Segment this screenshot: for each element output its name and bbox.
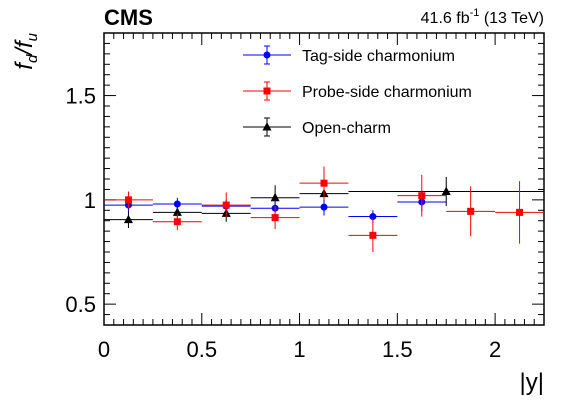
data-point <box>123 214 133 224</box>
x-tick-label: 1 <box>293 337 305 362</box>
data-point <box>516 208 524 216</box>
x-tick-label: 1.5 <box>382 337 413 362</box>
data-point <box>173 200 181 208</box>
legend-entry: Tag-side charmonium <box>243 45 455 65</box>
data-point <box>441 186 451 196</box>
data-point <box>172 207 182 216</box>
legend-label: Open-charm <box>302 120 391 137</box>
data-point <box>124 196 132 204</box>
axis-ticks: 0 0.5 1 1.5 20.511.5 <box>65 32 545 362</box>
data-point <box>320 179 328 187</box>
data-point <box>270 192 280 202</box>
y-axis-title: fd/fu <box>11 32 41 69</box>
data-point <box>320 203 328 211</box>
series-layer <box>104 166 544 252</box>
x-tick-label: 2 <box>489 337 501 362</box>
luminosity-label: 41.6 fb-1 (13 TeV) <box>421 7 544 27</box>
y-tick-label: 0.5 <box>65 292 96 317</box>
data-point <box>369 213 377 221</box>
data-point <box>369 231 377 239</box>
data-point <box>418 192 426 200</box>
data-point <box>222 201 230 209</box>
x-tick-label: 0.5 <box>186 337 217 362</box>
data-point <box>467 207 475 215</box>
x-tick-label: 0 <box>98 337 110 362</box>
legend-label: Tag-side charmonium <box>302 48 455 65</box>
legend-label: Probe-side charmonium <box>302 84 472 101</box>
legend: Tag-side charmonium Probe-side charmonium… <box>243 45 472 137</box>
data-point <box>271 214 279 222</box>
x-axis-title: |y| <box>520 369 544 396</box>
data-point <box>173 218 181 226</box>
legend-entry: Open-charm <box>243 117 391 137</box>
legend-entry: Probe-side charmonium <box>243 81 472 101</box>
experiment-label: CMS <box>104 5 153 30</box>
legend-marker <box>263 51 271 59</box>
y-tick-label: 1.5 <box>65 84 96 109</box>
legend-marker <box>262 122 272 131</box>
series-square <box>104 166 544 252</box>
y-tick-label: 1 <box>84 188 96 213</box>
legend-marker <box>263 87 271 95</box>
